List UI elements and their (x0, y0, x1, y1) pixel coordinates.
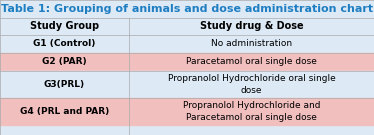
Bar (0, 0, 374, 18)
Bar (0, 18, 374, 35)
Text: Study drug & Dose: Study drug & Dose (200, 21, 303, 31)
Text: Study Group: Study Group (30, 21, 99, 31)
Text: G1 (Control): G1 (Control) (33, 40, 96, 48)
Text: No administration: No administration (211, 40, 292, 48)
Text: Propranolol Hydrochloride and
Paracetamol oral single dose: Propranolol Hydrochloride and Paracetamo… (183, 101, 320, 122)
Text: Paracetamol oral single dose: Paracetamol oral single dose (186, 58, 317, 67)
Bar (0, 35, 374, 53)
Text: Propranolol Hydrochloride oral single
dose: Propranolol Hydrochloride oral single do… (168, 74, 335, 94)
Bar (0, 98, 374, 125)
Text: G2 (PAR): G2 (PAR) (42, 58, 87, 67)
Bar (0, 53, 374, 71)
Text: Table 1: Grouping of animals and dose administration chart: Table 1: Grouping of animals and dose ad… (1, 4, 373, 14)
Bar (0, 71, 374, 98)
Text: G4 (PRL and PAR): G4 (PRL and PAR) (20, 107, 109, 116)
Text: G3(PRL): G3(PRL) (44, 80, 85, 89)
